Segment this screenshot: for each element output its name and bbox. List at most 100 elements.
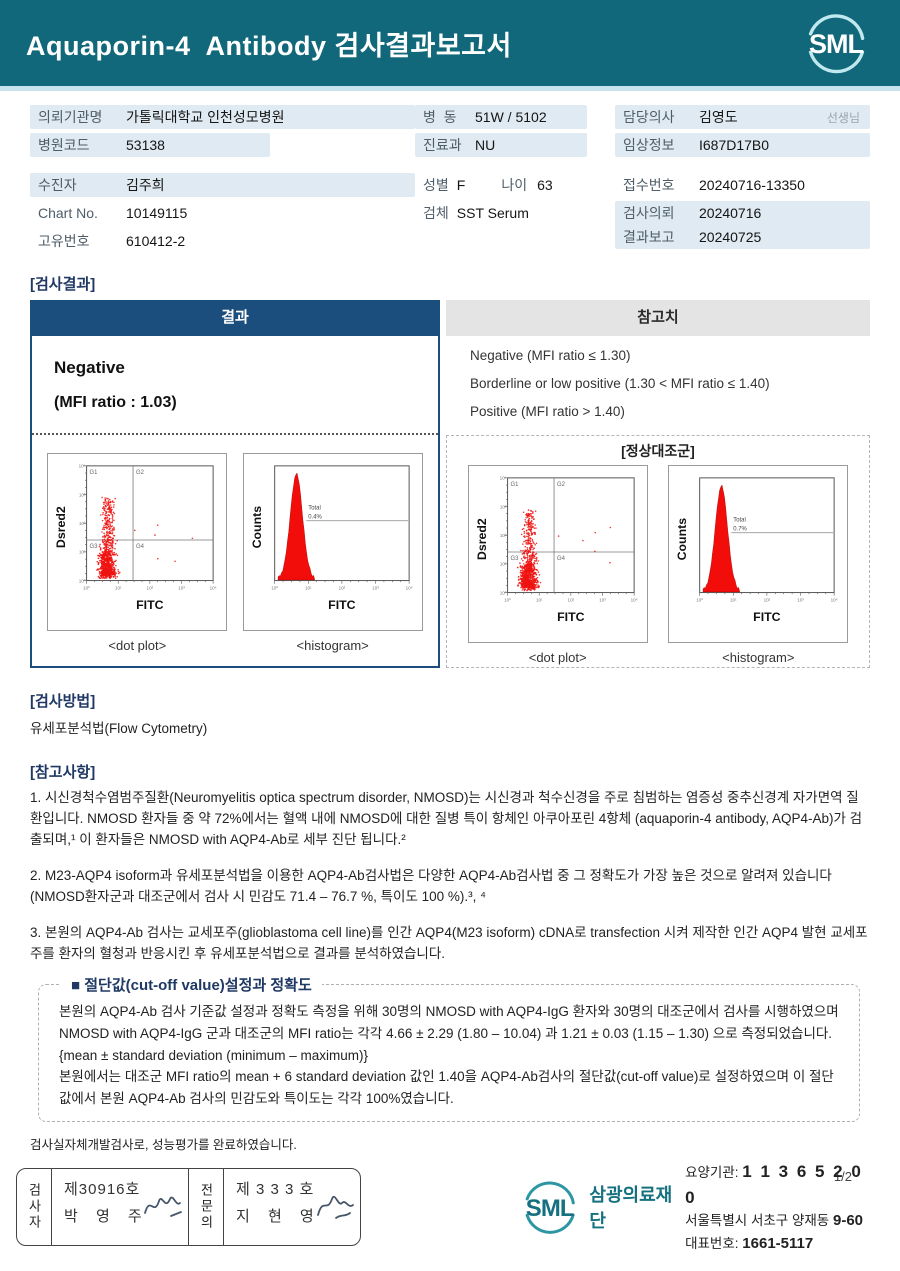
phone-label: 대표번호: [685,1235,739,1251]
result-section-heading: [검사결과] [30,276,96,293]
svg-text:10⁰: 10⁰ [504,597,511,602]
examiner-signature-icon [144,1196,182,1217]
row-sex-age: 성별 F 나이 63 [415,173,615,197]
dept-value: NU [475,137,496,153]
doctor-label: 담당의사 [623,109,675,125]
address-text: 서울특별시 서초구 양재동 [685,1213,830,1228]
request-date-label: 검사의뢰 [623,205,675,221]
svg-text:10³: 10³ [798,597,805,602]
patient-name: 김주희 [126,177,165,193]
examiner-cert-no: 제30916호 [64,1181,141,1198]
svg-text:10³: 10³ [179,585,186,590]
chart-no-label: Chart No. [38,205,98,221]
svg-text:Total: Total [308,505,321,511]
result-column: 결과 Negative (MFI ratio : 1.03) G1 [30,300,440,668]
svg-text:G4: G4 [557,556,566,562]
report-date-value: 20240725 [699,229,762,245]
svg-text:Dsred2: Dsred2 [54,506,68,548]
svg-text:10¹: 10¹ [79,550,86,555]
svg-text:10³: 10³ [599,597,606,602]
care-org-label: 요양기관: [685,1165,739,1180]
row-receipt-no: 접수번호 20240716-13350 [615,173,870,197]
svg-text:10⁰: 10⁰ [697,597,704,602]
svg-text:G1: G1 [90,470,98,476]
control-plots: G1 G2 G3 G4 10⁰ 10¹ 10² 10³ 10⁴ 10⁰ 10¹ 10² 10³ 1… [447,461,869,667]
svg-text:10⁴: 10⁴ [831,597,838,602]
signature-stamp-box: 검사자 제30916호 박 영 주 전문의 제 3 3 3 호 지 현 영 [16,1168,361,1246]
cutoff-title: ■ 절단값(cut-off value)설정과 정확도 [61,974,322,996]
control-histogram-cell: Total 0.7% 10⁰ 10¹ 10² 10³ 10⁴ Counts FITC <… [668,465,849,665]
cutoff-line-2: 본원에서는 대조군 MFI ratio의 mean + 6 standard d… [59,1069,834,1106]
row-patient: 수진자 김주희 [30,173,415,197]
header-band: Aquaporin-4 Antibody 검사결과보고서 SML [0,0,900,86]
svg-text:10⁰: 10⁰ [499,590,506,595]
row-specimen: 검체 SST Serum [415,201,615,225]
svg-text:G3: G3 [510,556,519,562]
info-col-right: 담당의사 김영도 선생님 임상정보 I687D17B0 접수번호 2024071… [615,105,870,257]
row-uid: 고유번호 610412-2 [30,229,415,253]
svg-text:FITC: FITC [136,598,164,612]
row-report-date: 결과보고 20240725 [615,225,870,249]
footer-contact: 요양기관: 1 1 3 6 5 2 0 0 서울특별시 서초구 양재동 9-60… [685,1159,874,1255]
patient-label: 수진자 [38,177,77,193]
patient-histogram: Total 0.4% 10⁰ 10¹ 10² 10³ 10⁴ Counts FITC [242,453,423,631]
note-paragraph-3: 3. 본원의 AQP4-Ab 검사는 교세포주(glioblastoma cel… [30,924,868,961]
phone-number: 1661-5117 [742,1234,814,1252]
sml-footer-logo-icon: SML [525,1181,575,1234]
address-line: 서울특별시 서초구 양재동 9-60 [685,1210,874,1233]
svg-text:10⁰: 10⁰ [83,585,90,590]
svg-text:10²: 10² [567,597,574,602]
row-ordering-org: 의뢰기관명 가톨릭대학교 인천성모병원 [30,105,415,129]
result-text-block: Negative (MFI ratio : 1.03) [32,336,438,435]
cutoff-line-1: 본원의 AQP4-Ab 검사 기준값 설정과 정확도 측정을 위해 30명의 N… [59,1004,839,1063]
specialist-label: 전문의 [189,1169,224,1245]
info-section: 의뢰기관명 가톨릭대학교 인천성모병원 병원코드 53138 수진자 김주희 C… [0,91,900,257]
result-table: 결과 Negative (MFI ratio : 1.03) G1 [30,300,870,668]
hospital-code-label: 병원코드 [38,137,90,153]
specialist-cell: 제 3 3 3 호 지 현 영 [224,1169,360,1245]
ordering-org-value: 가톨릭대학교 인천성모병원 [126,109,285,125]
svg-text:10¹: 10¹ [730,597,737,602]
svg-text:10¹: 10¹ [305,585,312,590]
svg-text:10⁴: 10⁴ [79,464,86,469]
patient-plots: G1 G2 G3 G4 10⁰ 10¹ 10² 10³ 10⁴ 10⁰ 10¹ 10² 10³ 1… [32,435,438,666]
svg-text:FITC: FITC [557,610,585,624]
chart-no-value: 10149115 [126,205,188,221]
svg-text:Counts: Counts [249,506,263,549]
method-section-heading: [검사방법] [30,693,96,710]
clinical-info-value: I687D17B0 [699,137,770,153]
sex-label: 성별 [423,177,449,193]
row-clinical-info: 임상정보 I687D17B0 [615,133,870,157]
control-dot-plot: G1 G2 G3 G4 10⁰ 10¹ 10² 10³ 10⁴ 10⁰ 10¹ 10² 10³ 1… [467,465,648,643]
specimen-value: SST Serum [456,205,529,221]
svg-text:G2: G2 [136,470,144,476]
svg-text:10²: 10² [764,597,771,602]
age-label: 나이 [501,177,528,193]
svg-text:G4: G4 [136,544,145,550]
reference-borderline: Borderline or low positive (1.30 < MFI r… [470,376,770,391]
result-mfi-ratio: (MFI ratio : 1.03) [54,394,177,411]
reference-header: 참고치 [446,300,870,336]
row-dates-group: 검사의뢰 20240716 결과보고 20240725 [615,201,870,249]
sex-value: F [456,177,466,193]
doctor-suffix: 선생님 [826,110,860,125]
svg-text:Counts: Counts [675,518,689,561]
patient-dot-plot-chart: G1 G2 G3 G4 10⁰ 10¹ 10² 10³ 10⁴ 10⁰ 10¹ 10² 10³ 1… [54,464,217,613]
dept-label: 진료과 [423,137,462,153]
row-dept: 진료과 NU [415,133,587,157]
patient-dot-plot-cell: G1 G2 G3 G4 10⁰ 10¹ 10² 10³ 10⁴ 10⁰ 10¹ 10² 10³ 1… [47,453,228,653]
row-hospital-code: 병원코드 53138 [30,133,415,157]
svg-text:10⁴: 10⁴ [405,585,412,590]
header-separator [0,86,900,91]
dot-plot-caption: <dot plot> [528,650,587,665]
svg-text:0.7%: 0.7% [734,526,748,532]
svg-text:10⁴: 10⁴ [630,597,637,602]
footer-brand: SML 삼광의료재단 [516,1176,685,1238]
row-chart-no: Chart No. 10149115 [30,201,415,225]
svg-text:G2: G2 [557,482,565,488]
sml-logo-icon: SML [808,14,865,74]
svg-text:0.4%: 0.4% [308,514,322,520]
result-body: Negative (MFI ratio : 1.03) G1 G2 [30,336,440,668]
examiner-name: 박 영 주 [64,1208,149,1225]
address-number: 9-60 [832,1212,864,1229]
